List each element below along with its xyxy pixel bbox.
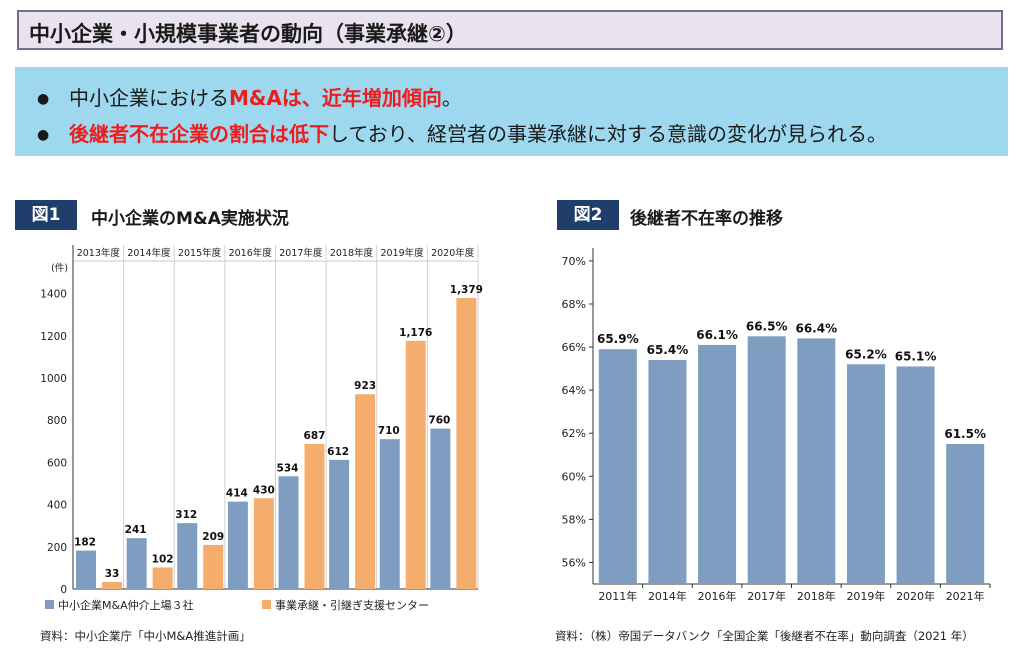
y-tick-label: 600 <box>47 457 67 469</box>
data-label: 241 <box>125 524 147 536</box>
bar <box>177 523 198 589</box>
bullet-emphasis: M&Aは、近年増加傾向 <box>229 86 442 110</box>
fig2-source: 資料：（株）帝国データバンク「全国企業「後継者不在率」動向調査（2021 年） <box>555 629 974 643</box>
data-label: 923 <box>354 380 376 392</box>
bar <box>102 582 122 589</box>
y-tick-label: 1200 <box>40 331 67 343</box>
x-tick-label: 2014年度 <box>127 247 171 259</box>
y-tick-label: 1400 <box>40 289 67 301</box>
data-label: 687 <box>304 430 326 442</box>
legend-swatch <box>262 600 271 609</box>
page-title-box: 中小企業・小規模事業者の動向（事業承継②） <box>17 10 1003 50</box>
bar <box>203 544 224 589</box>
y-tick-label: 800 <box>47 415 67 427</box>
data-label: 312 <box>175 509 197 521</box>
x-tick-label: 2019年度 <box>380 247 424 259</box>
bar <box>304 444 325 589</box>
fig1-title: 中小企業のM&A実施状況 <box>91 209 289 229</box>
bar <box>379 439 400 589</box>
data-label: 414 <box>226 488 248 500</box>
summary-box: ● 中小企業におけるM&Aは、近年増加傾向。 ● 後継者不在企業の割合は低下しており… <box>15 67 1008 156</box>
fig1-badge: 図1 <box>15 200 77 230</box>
bullet-text: しており、経営者の事業承継に対する意識の変化が見られる。 <box>329 122 887 146</box>
bar <box>329 459 350 589</box>
data-label: 430 <box>253 484 275 496</box>
y-tick-label: 1000 <box>40 373 67 385</box>
data-label: 1,176 <box>399 327 432 339</box>
bar <box>405 340 426 589</box>
y-tick-label: 200 <box>47 542 67 554</box>
x-tick-label: 2018年度 <box>330 247 374 259</box>
data-label: 710 <box>378 425 400 437</box>
x-tick-label: 2020年度 <box>431 247 475 259</box>
bullet-dot-icon: ● <box>37 91 50 107</box>
fig1-source: 資料：中小企業庁「中小M&A推進計画」 <box>40 629 251 643</box>
y-tick-label: 0 <box>60 584 67 596</box>
bullet-text: 。 <box>441 86 462 110</box>
bar <box>152 567 173 589</box>
x-tick-label: 2017年度 <box>279 247 323 259</box>
data-label: 182 <box>74 537 96 549</box>
summary-bullet-1: ● 中小企業におけるM&Aは、近年増加傾向。 <box>37 82 462 111</box>
x-tick-label: 2013年度 <box>77 247 121 259</box>
fig2-title: 後継者不在率の推移 <box>630 209 783 229</box>
bar <box>126 538 147 589</box>
data-label: 102 <box>152 553 174 565</box>
bar <box>456 297 477 589</box>
bullet-emphasis: 後継者不在企業の割合は低下 <box>69 122 329 146</box>
y-tick-label: 400 <box>47 500 67 512</box>
bullet-dot-icon: ● <box>37 127 50 143</box>
bar <box>76 550 96 589</box>
y-unit-label: (件) <box>51 262 68 274</box>
summary-bullet-2: ● 後継者不在企業の割合は低下しており、経営者の事業承継に対する意識の変化が見られ… <box>37 118 887 147</box>
data-label: 612 <box>327 446 349 458</box>
page-title: 中小企業・小規模事業者の動向（事業承継②） <box>29 22 467 46</box>
legend-label: 事業承継・引継ぎ支援センター <box>275 598 429 612</box>
x-tick-label: 2015年度 <box>178 247 222 259</box>
data-label: 33 <box>105 568 120 580</box>
bar <box>253 498 274 589</box>
data-label: 209 <box>202 531 224 543</box>
data-label: 534 <box>277 462 299 474</box>
data-label: 760 <box>428 415 450 427</box>
bar <box>355 394 376 589</box>
bullet-text: 中小企業における <box>69 86 229 110</box>
legend-swatch <box>45 600 54 609</box>
bar <box>227 501 248 589</box>
fig2-badge: 図2 <box>557 200 619 230</box>
data-label: 1,379 <box>450 284 483 296</box>
bar <box>430 428 451 589</box>
x-tick-label: 2016年度 <box>229 247 273 259</box>
bar <box>278 476 299 589</box>
legend-label: 中小企業M&A仲介上場３社 <box>58 598 194 612</box>
